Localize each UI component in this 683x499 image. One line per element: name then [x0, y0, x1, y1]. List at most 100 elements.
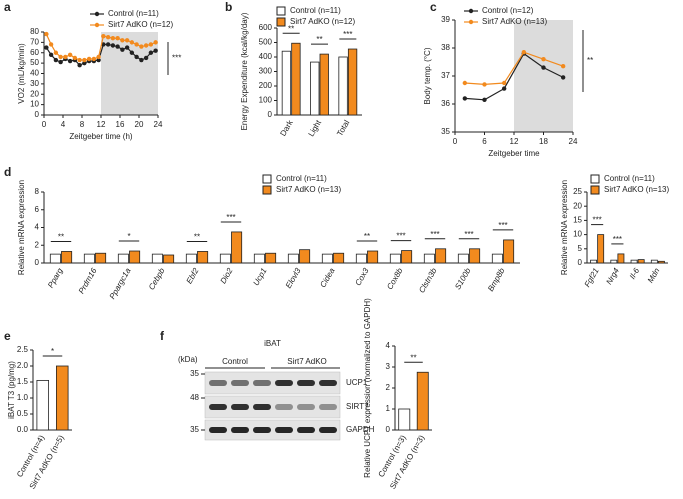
bar [491, 253, 503, 264]
x-tick-label: 16 [116, 120, 125, 129]
blot-marker: 35 [190, 369, 199, 378]
bar [287, 253, 299, 264]
y-tick-label: 1 [386, 404, 391, 413]
y-tick-label: 0 [35, 110, 40, 119]
y-tick-label: 2.5 [17, 345, 29, 354]
legend-label: Control (n=11) [276, 174, 327, 183]
x-tick-label: 12 [510, 137, 519, 146]
legend-label: Sirt7 AdKO (n=12) [108, 20, 173, 29]
x-tick-label: 4 [61, 120, 66, 129]
legend-swatch [590, 174, 600, 184]
data-point [153, 48, 158, 53]
blot-marker: 35 [190, 425, 199, 434]
data-point [560, 63, 566, 69]
y-axis-label: VO2 (mL/kg/min) [17, 43, 26, 104]
blot-protein: GAPDH [346, 425, 375, 434]
data-point [53, 57, 59, 63]
y-tick-label: 400 [259, 52, 273, 61]
y-tick-label: 300 [259, 67, 273, 76]
x-tick-label: Prdm16 [77, 266, 99, 295]
panel-label: c [430, 0, 437, 14]
blot-band [297, 404, 315, 410]
blot-protein: UCP1 [346, 378, 368, 387]
bar [401, 250, 413, 264]
data-point [86, 56, 92, 62]
data-point [67, 52, 73, 58]
bar [163, 254, 175, 264]
blot-band [297, 427, 315, 433]
legend-label: Control (n=11) [604, 174, 655, 183]
blot-band [253, 380, 271, 386]
data-point [124, 38, 130, 43]
data-point [521, 50, 527, 55]
data-point [115, 44, 120, 49]
bar [630, 259, 638, 264]
significance-label: * [51, 347, 54, 356]
data-point [101, 33, 106, 39]
y-tick-label: 39 [441, 15, 450, 24]
legend-marker [468, 19, 474, 25]
x-tick-label: 8 [80, 120, 85, 129]
data-point [58, 54, 63, 60]
data-point [143, 55, 149, 61]
y-axis-label: Relative UCP1 expression (normalized to … [363, 298, 372, 478]
legend-swatch [262, 174, 272, 184]
legend-label: Sirt7 AdKO (n=12) [290, 17, 355, 26]
blot-band [275, 404, 293, 410]
y-tick-label: 80 [30, 27, 39, 36]
bar [299, 249, 311, 264]
bar [416, 371, 429, 431]
y-tick-label: 40 [30, 69, 39, 78]
x-tick-label: Il-6 [628, 266, 642, 281]
y-axis-label: iBAT T3 (pg/mg) [7, 361, 16, 419]
data-point [129, 50, 135, 55]
blot-band [209, 404, 227, 410]
y-tick-label: 0.5 [17, 409, 29, 418]
blot-band [275, 380, 293, 386]
y-tick-label: 37 [441, 71, 450, 80]
data-point [96, 57, 101, 63]
y-tick-label: 8 [35, 187, 40, 196]
legend-label: Control (n=11) [290, 6, 341, 15]
blot-band [319, 380, 337, 386]
legend-label: Sirt7 AdKO (n=13) [276, 185, 341, 194]
bar [36, 379, 50, 431]
blot-protein: SIRT7 [346, 402, 369, 411]
data-point [110, 43, 116, 48]
y-tick-label: 2 [35, 240, 40, 249]
bar [617, 253, 625, 264]
y-tick-label: 0 [386, 425, 391, 434]
data-point [139, 44, 144, 49]
x-tick-label: Ebf2 [185, 266, 201, 285]
bar [435, 248, 447, 264]
x-tick-label: Cidea [318, 266, 337, 289]
data-point [110, 36, 116, 41]
y-tick-label: 35 [441, 127, 450, 136]
data-point [134, 42, 139, 47]
data-point [44, 45, 49, 50]
data-point [96, 54, 101, 60]
x-tick-label: 20 [135, 120, 144, 129]
x-tick-label: 0 [453, 137, 458, 146]
significance-label: *** [498, 221, 507, 230]
significance-label: ** [288, 24, 294, 33]
x-axis-label: Zeitgeber time [488, 149, 540, 158]
data-point [82, 60, 87, 66]
legend-swatch [262, 185, 272, 195]
x-tick-label: 24 [154, 120, 163, 129]
data-point [53, 50, 59, 55]
data-point [462, 80, 468, 86]
y-tick-label: 0.0 [17, 425, 29, 434]
data-point [67, 58, 73, 64]
x-tick-label: 12 [97, 120, 106, 129]
legend-label: Control (n=11) [108, 9, 159, 18]
data-point [148, 50, 154, 55]
data-point [72, 55, 78, 61]
bar [151, 253, 163, 264]
y-tick-label: 4 [35, 223, 40, 232]
x-tick-label: Cebpb [147, 266, 167, 291]
x-tick-label: Bmp8b [486, 266, 507, 293]
bar [610, 259, 618, 264]
x-tick-label: 18 [539, 137, 548, 146]
